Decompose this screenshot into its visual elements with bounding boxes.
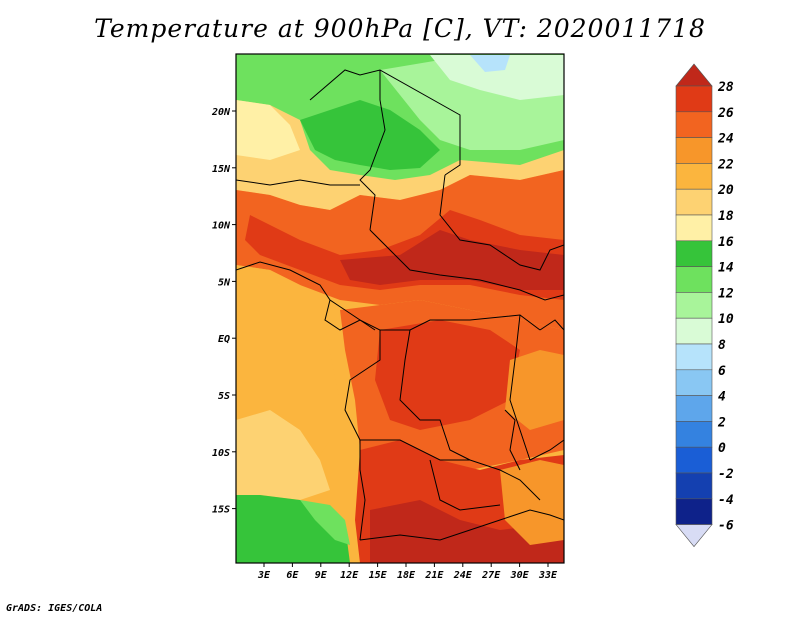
colorbar-label: 18: [718, 209, 734, 224]
colorbar-bottom-arrow: [675, 524, 713, 548]
colorbar-label: 20: [717, 183, 734, 198]
colorbar-label: 22: [717, 157, 734, 172]
colorbar-swatch: [675, 317, 713, 345]
colorbar-label: 6: [718, 364, 726, 379]
colorbar-label: 2: [717, 415, 726, 430]
colorbar-label: 0: [718, 441, 726, 456]
colorbar-swatch: [675, 163, 713, 190]
field-lakes-region: [505, 350, 564, 430]
map-frame: [235, 53, 565, 564]
lon-tick-label: 9E: [315, 570, 328, 581]
lon-tick-label: 6E: [286, 570, 299, 581]
lat-tick-label: 10N: [212, 221, 231, 232]
lon-tick-label: 21E: [424, 570, 444, 581]
field-congo-core: [375, 320, 520, 430]
lon-tick-label: 30E: [510, 570, 530, 581]
country-borders: [236, 69, 564, 541]
lat-tick-label: 5S: [218, 391, 230, 402]
colorbar-top-arrow: [675, 63, 713, 87]
lon-tick-label: 24E: [453, 570, 473, 581]
colorbar-swatch: [675, 240, 713, 267]
colorbar-label: 8: [718, 338, 726, 353]
field-south-east: [500, 460, 564, 545]
lat-tick-label: 20N: [211, 107, 231, 118]
colorbar-swatch: [675, 292, 713, 319]
colorbar-swatch: [675, 498, 713, 525]
field-pale-coast: [236, 410, 330, 500]
temperature-field: [236, 54, 564, 563]
colorbar-swatch: [675, 188, 713, 216]
colorbar-swatch: [675, 137, 713, 164]
colorbar-swatch: [675, 266, 713, 293]
colorbar-label: 28: [717, 80, 734, 95]
colorbar-label: -6: [718, 519, 734, 534]
latitude-axis: 20N 15N 10N 5N EQ 5S 10S 15S: [211, 107, 236, 516]
lon-tick-label: 33E: [538, 570, 558, 581]
lon-tick-label: 18E: [397, 570, 416, 581]
field-tan-west: [236, 100, 300, 160]
colorbar-swatch: [675, 343, 713, 371]
field-sw-light: [300, 500, 350, 545]
colorbar-swatch: [675, 446, 713, 474]
lon-tick-label: 3E: [257, 570, 271, 581]
colorbar-label: 12: [718, 286, 734, 301]
lat-tick-label: 5N: [218, 277, 231, 288]
lat-tick-label: 15S: [212, 505, 230, 516]
lat-tick-label: EQ: [218, 334, 230, 345]
field-green-dark: [300, 100, 440, 170]
lon-tick-label: 12E: [340, 570, 359, 581]
colorbar-swatch: [675, 111, 713, 138]
colorbar-swatch: [675, 85, 713, 113]
lon-tick-label: 15E: [369, 570, 388, 581]
longitude-axis: 3E 6E 9E 12E 15E 18E 21E 24E 27E 30E 33E: [257, 563, 558, 581]
colorbar-swatch: [675, 369, 713, 396]
lat-tick-label: 15N: [212, 164, 231, 175]
chart-title: Temperature at 900hPa [C], VT: 202001171…: [94, 14, 706, 43]
credit-text: GrADS: IGES/COLA: [6, 603, 103, 614]
colorbar-swatch: [675, 421, 713, 448]
colorbar-label: 14: [718, 261, 734, 276]
field-deep-red: [340, 230, 564, 290]
colorbar-label: 10: [718, 312, 734, 327]
colorbar-swatch: [675, 395, 713, 422]
field-blue: [470, 55, 510, 72]
colorbar-label: 16: [718, 235, 734, 250]
colorbar-label: -4: [718, 493, 734, 508]
colorbar-label: 26: [717, 106, 734, 121]
lon-tick-label: 27E: [481, 570, 501, 581]
colorbar-label: 4: [718, 390, 726, 405]
field-pale: [430, 55, 564, 100]
colorbar-label: -2: [718, 467, 734, 482]
colorbar-swatch: [675, 472, 713, 500]
colorbar-label: 24: [717, 132, 734, 147]
lat-tick-label: 10S: [212, 448, 230, 459]
colorbar-swatch: [675, 214, 713, 242]
